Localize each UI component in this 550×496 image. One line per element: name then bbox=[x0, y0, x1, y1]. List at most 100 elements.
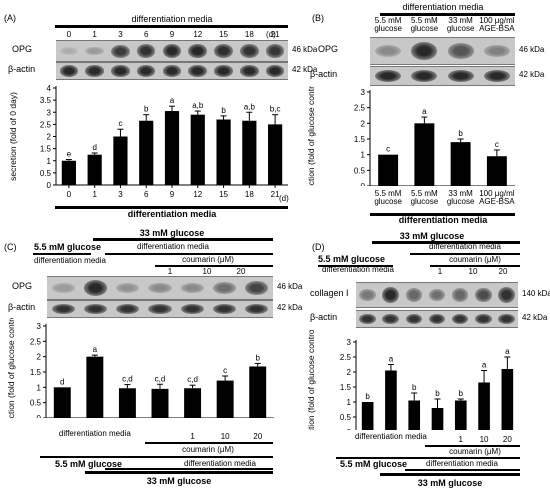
bar bbox=[361, 402, 374, 430]
blot-band bbox=[212, 303, 237, 315]
blot-band bbox=[428, 288, 446, 302]
dose-label: 10 bbox=[468, 267, 478, 276]
diff-bottom-label: differentiation media bbox=[426, 459, 498, 468]
lane-label: 15 bbox=[219, 30, 228, 39]
y-tick-label: 0.5 bbox=[30, 399, 42, 408]
coumarin-bottom-label: coumarin (μM) bbox=[449, 447, 501, 456]
y-tick-label: 1 bbox=[37, 383, 42, 392]
lane-label-diff: differentiation media bbox=[34, 256, 106, 265]
y-tick-label: 1 bbox=[361, 151, 366, 160]
significance-label: a bbox=[389, 355, 394, 364]
blot-strip bbox=[56, 62, 288, 80]
blot-band bbox=[83, 280, 108, 296]
blot-strip bbox=[356, 282, 518, 308]
blot-band bbox=[474, 287, 492, 303]
x-tick-label: 33 mM glucose bbox=[446, 189, 475, 207]
y-tick-label: 4 bbox=[47, 84, 52, 93]
bar-chart: 0 0.5 1 1.5 2 2.5 3 3.5 4 secretion (fold of 0 da… bbox=[8, 84, 288, 199]
significance-label: b bbox=[435, 389, 440, 398]
bar bbox=[242, 120, 257, 185]
significance-label: b bbox=[221, 106, 226, 115]
blot-band bbox=[240, 65, 259, 77]
x-tick-label: 1 bbox=[92, 190, 97, 199]
y-tick-label: 3 bbox=[47, 108, 52, 117]
significance-label: c bbox=[495, 140, 499, 149]
x-tick-label: 100 μg/ml AGE-BSA bbox=[479, 189, 515, 207]
bar bbox=[164, 111, 180, 185]
bar bbox=[139, 120, 154, 185]
lane-label: 18 bbox=[244, 30, 254, 39]
x-tick-label: 0 bbox=[67, 190, 72, 199]
significance-label: c bbox=[223, 366, 227, 375]
diff-header: differentiation media bbox=[429, 242, 501, 251]
blot-band bbox=[375, 69, 402, 83]
bar bbox=[216, 119, 231, 185]
coumarin-bottom-label: coumarin (μM) bbox=[182, 445, 234, 454]
x-tick-label: 10 bbox=[479, 435, 489, 444]
blot-band bbox=[180, 303, 204, 315]
bar bbox=[184, 388, 202, 418]
blot-row-label: β-actin bbox=[310, 69, 338, 79]
blot-row-label: β-actin bbox=[310, 312, 338, 322]
x-tick-label: 5.5 mM glucose bbox=[374, 189, 402, 207]
blot-band bbox=[116, 283, 140, 293]
bar bbox=[450, 142, 471, 186]
coumarin-bar bbox=[430, 265, 520, 267]
bar bbox=[151, 388, 169, 418]
significance-label: a bbox=[505, 347, 510, 356]
y-tick-label: 2.5 bbox=[40, 120, 52, 129]
lane-label: 100 μg/ml AGE-BSA bbox=[479, 16, 515, 34]
blot-band bbox=[162, 44, 182, 58]
panel-label: (D) bbox=[312, 242, 325, 252]
blot-strip bbox=[370, 66, 515, 86]
x-tick-label: differentiation media bbox=[354, 432, 427, 441]
x-tick-label: 20 bbox=[502, 435, 512, 444]
blot-band bbox=[245, 303, 269, 315]
coumarin-bar bbox=[155, 265, 273, 267]
blot-strip bbox=[370, 37, 515, 65]
blot-band bbox=[375, 44, 402, 58]
diff-bottom-bar-2 bbox=[105, 468, 273, 470]
panel-label: (B) bbox=[312, 13, 324, 23]
y-axis-label: induction (fold of glucose control) bbox=[306, 330, 316, 430]
unit-label: (d) bbox=[266, 30, 276, 39]
x-axis-label: differentiation media bbox=[127, 209, 217, 219]
significance-label: c,d bbox=[155, 374, 166, 383]
glucose-bottom-bar bbox=[85, 471, 273, 474]
blot-band bbox=[265, 65, 285, 77]
bar bbox=[408, 400, 421, 430]
significance-label: d bbox=[92, 143, 96, 152]
significance-label: c bbox=[386, 145, 390, 154]
y-tick-label: 1.5 bbox=[30, 368, 42, 377]
significance-label: a bbox=[170, 96, 175, 105]
blot-band bbox=[451, 313, 469, 325]
blot-row-label: collagen I bbox=[310, 288, 349, 298]
blot-band bbox=[474, 313, 492, 325]
x-tick-label: 1 bbox=[458, 435, 464, 444]
dose-label: 10 bbox=[202, 267, 212, 276]
bar bbox=[268, 124, 283, 185]
blot-band bbox=[447, 43, 474, 59]
blot-band bbox=[116, 303, 140, 315]
significance-label: a,b bbox=[244, 102, 256, 111]
blot-band bbox=[51, 303, 75, 315]
x-tick-label: 10 bbox=[220, 432, 230, 441]
bar bbox=[53, 387, 71, 418]
coumarin-bottom-bar bbox=[425, 445, 520, 447]
blot-band bbox=[212, 282, 237, 294]
blot-band bbox=[162, 65, 182, 77]
blot-band bbox=[111, 44, 130, 58]
dose-label: 1 bbox=[437, 267, 443, 276]
lane-label: 3 bbox=[118, 30, 123, 39]
blot-band bbox=[405, 313, 423, 325]
dose-label: 20 bbox=[236, 267, 246, 276]
blot-band bbox=[136, 44, 156, 58]
x-tick-label: 3 bbox=[118, 190, 123, 199]
lane-label: 5.5 mM glucose bbox=[410, 16, 439, 34]
lane-label: 12 bbox=[193, 30, 203, 39]
bar-chart: 0 0.5 1 1.5 2 2.5 3 induction (fold of glucose … bbox=[6, 318, 274, 418]
y-tick-label: 1.5 bbox=[340, 383, 352, 392]
bar bbox=[118, 388, 136, 418]
blot-row-label: OPG bbox=[318, 44, 339, 54]
significance-label: d bbox=[60, 377, 64, 386]
